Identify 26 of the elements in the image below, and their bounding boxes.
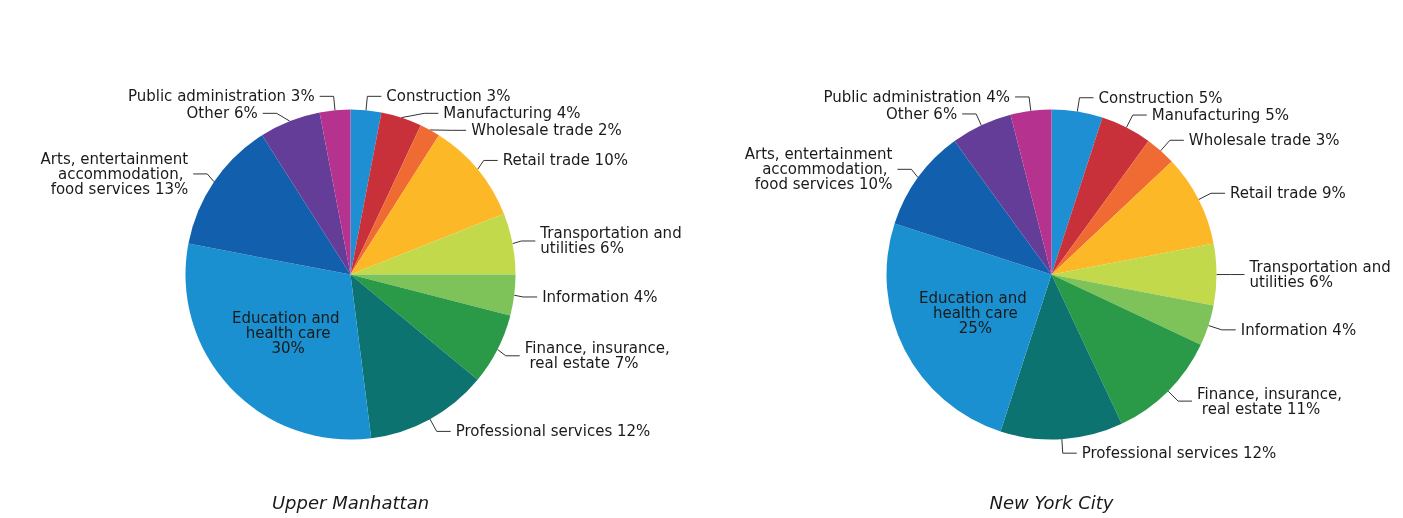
slice-label: Manufacturing 4% — [443, 104, 581, 123]
data-label: 25% — [958, 319, 992, 338]
text: New York City — [989, 491, 1114, 513]
slice-label: Transportation and utilities 6% — [1248, 258, 1396, 292]
text: Upper Manhattan — [271, 491, 430, 513]
slice-label: Information 4% — [542, 287, 658, 306]
slice-label: Public administration 4% — [823, 87, 1011, 106]
slice-label: Professional services 12% — [1081, 444, 1277, 463]
slice-label: Other 6% — [186, 104, 258, 123]
slice-label: Information 4% — [1240, 320, 1357, 339]
slice-label: Finance, insurance, real estate 11% — [1197, 384, 1343, 418]
slice-label: Construction 5% — [1098, 88, 1223, 107]
slice-label: Arts, entertainment accommodation, food services 10% — [744, 145, 893, 194]
slice-label: Other 6% — [885, 104, 958, 123]
slice-label: Retail trade 9% — [1229, 184, 1346, 203]
slice-label: Retail trade 10% — [502, 151, 628, 170]
slice-label: Wholesale trade 3% — [1188, 131, 1340, 150]
slice-label: Manufacturing 5% — [1151, 106, 1289, 125]
slice-label: Public administration 3% — [127, 87, 315, 106]
slice-label: Wholesale trade 2% — [471, 121, 622, 140]
slice-label: Finance, insurance, real estate 7% — [524, 339, 670, 373]
slice-label: Arts, entertainment accommodation, food services 13% — [40, 149, 189, 198]
slice-label: Transportation and utilities 6% — [539, 224, 687, 258]
data-label: 30% — [271, 339, 305, 358]
slice-label: Construction 3% — [386, 87, 511, 106]
slice-label: Professional services 12% — [455, 422, 651, 441]
